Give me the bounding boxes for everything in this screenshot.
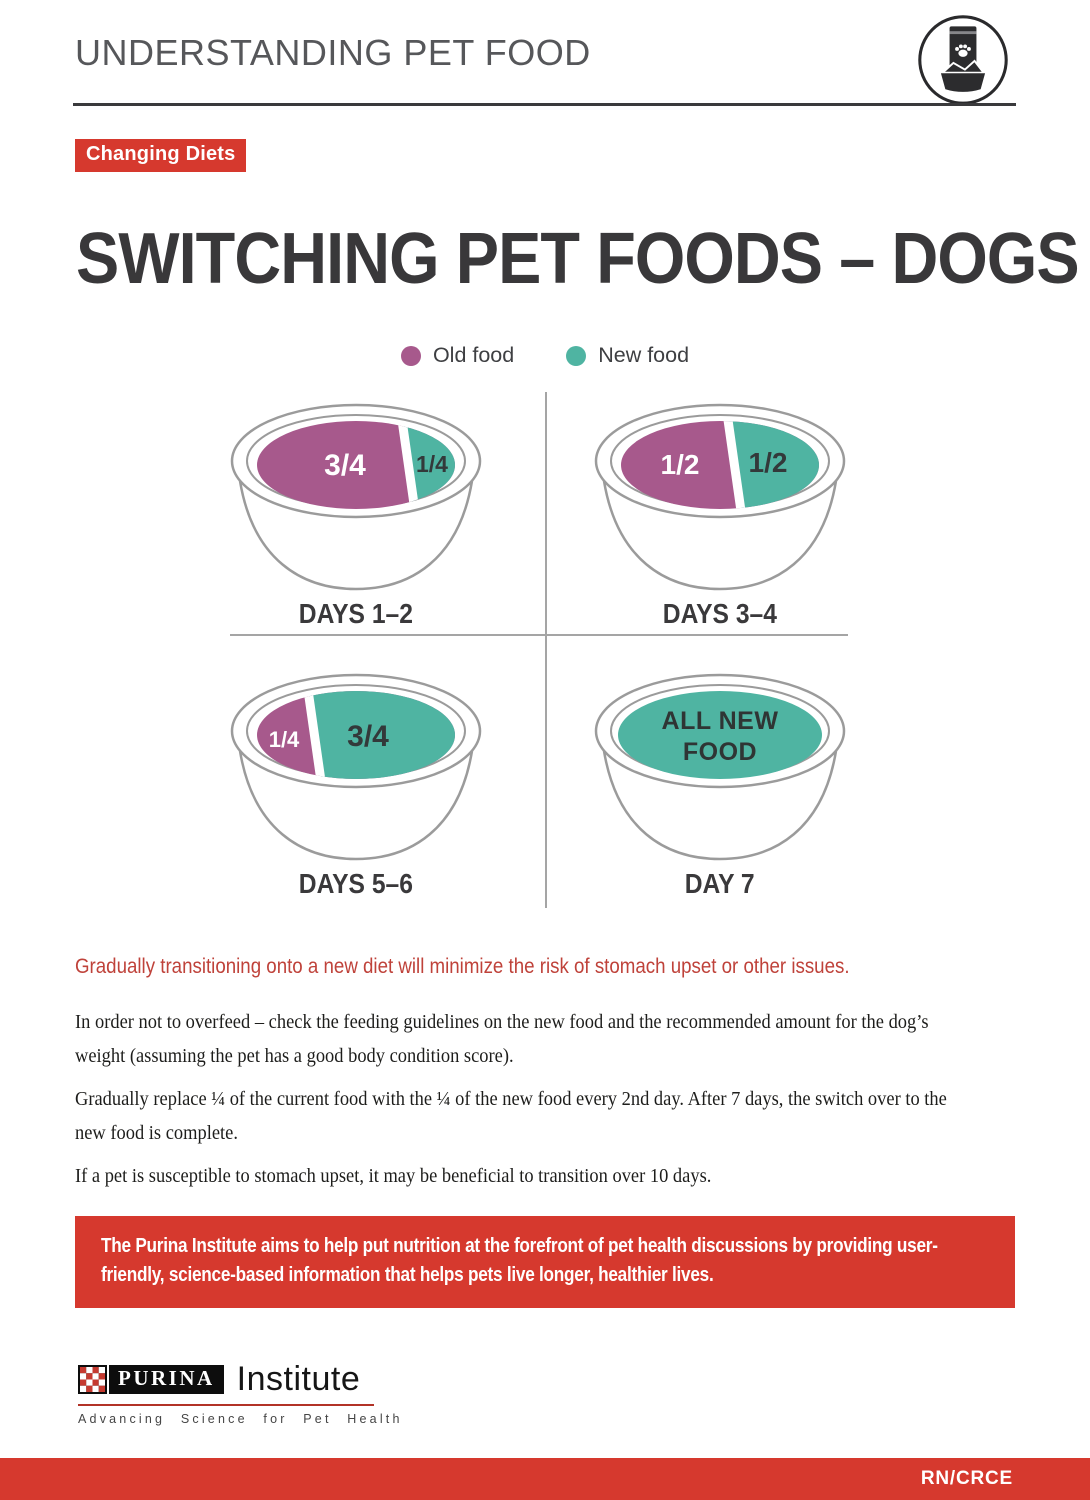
footer-bar: RN/CRCE xyxy=(0,1458,1090,1500)
pet-food-bag-and-bowl-icon xyxy=(915,12,1011,108)
page-title: SWITCHING PET FOODS – DOGS xyxy=(76,219,1080,299)
banner-text: The Purina Institute aims to help put nu… xyxy=(101,1235,938,1286)
bowl-day-label: DAYS 1–2 xyxy=(298,598,414,629)
purina-institute-logo: PURINA Institute Advancing Science for P… xyxy=(78,1360,403,1426)
purina-checkerboard-icon xyxy=(78,1365,107,1394)
old-fraction-label: 1/4 xyxy=(269,727,300,752)
bowl-days-1-2: 3/4 1/4 DAYS 1–2 xyxy=(223,399,489,630)
new-fraction-label: 3/4 xyxy=(347,720,389,753)
bowl-day-7: ALL NEW FOOD DAY 7 xyxy=(587,669,853,900)
bowl-days-3-4-icon: 1/2 1/2 xyxy=(594,403,846,591)
legend-label-new: New food xyxy=(598,343,690,367)
bowl-days-5-6-icon: 1/4 3/4 xyxy=(230,673,482,861)
body-text: In order not to overfeed – check the fee… xyxy=(75,1005,966,1202)
page-header-title: UNDERSTANDING PET FOOD xyxy=(75,32,591,73)
bowl-day-label: DAYS 3–4 xyxy=(662,598,778,629)
paragraph-overfeed: In order not to overfeed – check the fee… xyxy=(75,1011,929,1067)
bowl-days-3-4: 1/2 1/2 DAYS 3–4 xyxy=(587,399,853,630)
new-food-dot-icon xyxy=(566,345,587,366)
header-divider xyxy=(73,103,1016,106)
legend-item-old-food: Old food xyxy=(400,343,515,368)
logo-divider xyxy=(78,1404,374,1406)
all-new-food-label-line2: FOOD xyxy=(683,738,757,766)
horizontal-divider xyxy=(230,634,848,636)
paragraph-replace-quarter: Gradually replace ¼ of the current food … xyxy=(75,1088,947,1144)
bowl-days-5-6: 1/4 3/4 DAYS 5–6 xyxy=(223,669,489,900)
institute-wordmark: Institute xyxy=(236,1360,361,1398)
all-new-food-label-line1: ALL NEW xyxy=(662,707,779,735)
logo-tagline: Advancing Science for Pet Health xyxy=(78,1412,403,1426)
old-fraction-label: 3/4 xyxy=(324,449,366,482)
new-fraction-label: 1/2 xyxy=(749,447,788,478)
vertical-divider xyxy=(545,392,547,908)
purina-institute-banner: The Purina Institute aims to help put nu… xyxy=(75,1216,1015,1308)
bowl-days-1-2-icon: 3/4 1/4 xyxy=(230,403,482,591)
paragraph-sensitive-pets: If a pet is susceptible to stomach upset… xyxy=(75,1165,712,1187)
old-food-dot-icon xyxy=(400,345,421,366)
bowl-day-label: DAYS 5–6 xyxy=(298,868,414,899)
legend: Old food New food xyxy=(0,343,1090,368)
bowl-day-label: DAY 7 xyxy=(685,868,755,899)
new-fraction-label: 1/4 xyxy=(416,451,448,477)
bowl-day-7-icon: ALL NEW FOOD xyxy=(594,673,846,861)
old-fraction-label: 1/2 xyxy=(661,449,700,480)
legend-label-old: Old food xyxy=(432,343,515,367)
legend-item-new-food: New food xyxy=(566,343,689,368)
purina-wordmark: PURINA xyxy=(109,1365,224,1394)
transition-diagram: 3/4 1/4 DAYS 1–2 1/2 1/2 DAYS 3–4 xyxy=(75,390,1015,910)
section-badge: Changing Diets xyxy=(75,139,247,172)
footer-code: RN/CRCE xyxy=(920,1468,1013,1489)
highlight-sentence: Gradually transitioning onto a new diet … xyxy=(75,954,850,978)
